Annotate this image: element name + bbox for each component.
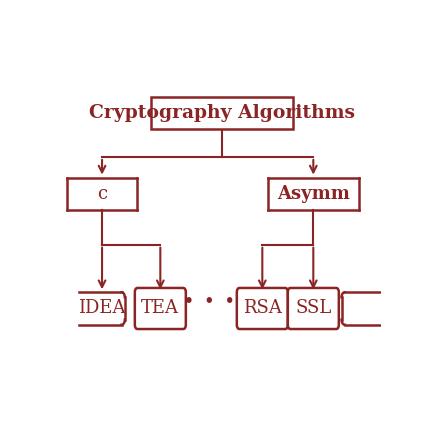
Text: •  •  •: • • •	[184, 294, 235, 309]
Text: c: c	[97, 185, 107, 203]
Text: Asymm: Asymm	[277, 185, 350, 203]
FancyBboxPatch shape	[237, 288, 288, 329]
Text: TEA: TEA	[141, 299, 179, 318]
Bar	[151, 97, 293, 129]
Text: RSA: RSA	[243, 299, 282, 318]
Text: Cryptography Algorithms: Cryptography Algorithms	[89, 104, 355, 122]
FancyBboxPatch shape	[135, 288, 186, 329]
FancyBboxPatch shape	[288, 288, 339, 329]
Text: IDEA: IDEA	[78, 299, 126, 318]
Text: SSL: SSL	[295, 299, 332, 318]
